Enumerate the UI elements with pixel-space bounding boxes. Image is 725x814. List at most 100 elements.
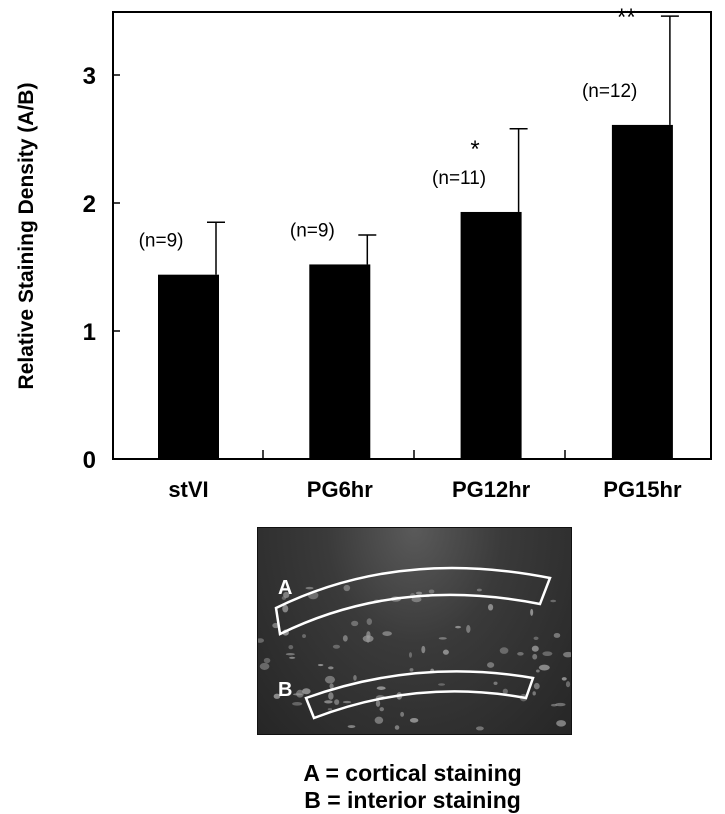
fluorescent-spot xyxy=(324,675,336,684)
bar xyxy=(611,124,673,460)
bar xyxy=(309,264,371,459)
caption-b: B = interior staining xyxy=(304,787,521,813)
bar xyxy=(460,211,522,459)
fluorescent-spot xyxy=(411,596,422,603)
plot-frame xyxy=(112,11,712,460)
inset-regions: A B xyxy=(258,566,571,731)
fluorescent-spot xyxy=(342,635,348,642)
fluorescent-spot xyxy=(493,681,498,685)
fluorescent-spot xyxy=(487,603,494,611)
fluorescent-spot xyxy=(415,591,423,595)
fluorescent-spot xyxy=(438,683,446,686)
fluorescent-spot xyxy=(285,653,295,656)
sample-size-label: (n=9) xyxy=(139,231,184,252)
fluorescent-spot xyxy=(533,636,539,641)
fluorescent-spot xyxy=(487,662,495,668)
fluorescent-spot xyxy=(533,682,540,690)
x-tick-label: stVI xyxy=(168,477,208,502)
inset-photo: A B xyxy=(257,527,572,735)
fluorescent-spot xyxy=(455,625,462,629)
fluorescent-spot xyxy=(273,693,281,699)
fluorescent-spot xyxy=(563,651,571,658)
fluorescent-spot xyxy=(517,652,524,656)
fluorescent-spot xyxy=(428,589,435,594)
fluorescent-spot xyxy=(542,651,553,657)
fluorescent-spot xyxy=(288,656,296,659)
fluorescent-spot xyxy=(351,620,359,627)
fluorescent-spot xyxy=(296,689,304,698)
fluorescent-spot xyxy=(282,604,289,613)
fluorescent-spot xyxy=(343,584,351,592)
bar-chart: 0 1 2 3 stVI (n=9) PG6hr (n=9) PG12hr (n=11) * PG1… xyxy=(15,4,712,502)
fluorescent-spot xyxy=(499,647,509,654)
sample-size-label: (n=9) xyxy=(290,220,335,241)
region-a-outline xyxy=(274,566,552,636)
fluorescent-spot xyxy=(438,637,447,640)
x-tick-label: PG15hr xyxy=(603,477,682,502)
region-a-label: A xyxy=(278,577,292,599)
fluorescent-spot xyxy=(553,632,561,638)
bar xyxy=(158,274,219,459)
y-axis-label: Relative Staining Density (A/B) xyxy=(15,83,38,390)
y-tick-label: 0 xyxy=(83,447,96,474)
y-tick-label: 2 xyxy=(83,191,96,218)
fluorescent-spot xyxy=(536,669,540,673)
fluorescent-spot xyxy=(466,625,471,633)
fluorescent-spot xyxy=(442,649,449,655)
fluorescent-spot xyxy=(394,725,400,730)
fluorescent-spot xyxy=(328,692,334,700)
fluorescent-spot xyxy=(362,635,374,643)
fluorescent-spot xyxy=(400,711,405,717)
significance-marker: * xyxy=(470,136,479,163)
fluorescent-spot xyxy=(327,708,333,711)
fluorescent-spot xyxy=(263,657,271,664)
fluorescent-spot xyxy=(409,668,414,672)
fluorescent-spot xyxy=(258,638,265,643)
fluorescent-spot xyxy=(565,681,571,688)
fluorescent-spot xyxy=(288,644,294,650)
fluorescent-spot xyxy=(475,726,484,731)
fluorescent-spot xyxy=(375,700,381,707)
region-b-label: B xyxy=(278,679,292,701)
fluorescent-spot xyxy=(366,618,373,625)
fluorescent-spot xyxy=(302,688,311,695)
fluorescent-spot xyxy=(408,652,413,658)
fluorescent-spot xyxy=(281,596,287,600)
fluorescent-spot xyxy=(409,717,419,723)
fluorescent-spot xyxy=(532,653,538,660)
fluorescent-spot xyxy=(317,663,324,667)
fluorescent-spot xyxy=(302,634,306,639)
fluorescent-spot xyxy=(561,677,567,681)
fluorescent-spot xyxy=(342,700,352,704)
sample-size-label: (n=11) xyxy=(432,168,486,189)
fluorescent-spot xyxy=(332,644,340,649)
fluorescent-spot xyxy=(555,702,566,707)
fluorescent-spot xyxy=(531,645,539,652)
fluorescent-spot xyxy=(259,662,270,670)
fluorescent-spot xyxy=(327,666,334,670)
fluorescent-spot xyxy=(334,699,340,705)
x-tick-label: PG12hr xyxy=(452,477,531,502)
fluorescent-spot xyxy=(538,664,550,671)
fluorescent-spot xyxy=(421,645,426,654)
fluorescent-spot xyxy=(502,688,508,695)
fluorescent-spot xyxy=(292,702,303,706)
fluorescent-spot xyxy=(374,716,384,724)
y-tick-label: 3 xyxy=(83,63,96,90)
fluorescent-spot xyxy=(550,599,557,603)
fluorescent-spot xyxy=(324,700,333,704)
fluorescent-spot xyxy=(379,707,384,712)
sample-size-label: (n=12) xyxy=(582,81,637,102)
fluorescent-spot xyxy=(329,683,334,689)
fluorescent-spot xyxy=(305,586,314,590)
fluorescent-spot xyxy=(556,720,567,727)
caption-a: A = cortical staining xyxy=(303,760,522,786)
fluorescent-spot xyxy=(532,691,536,696)
significance-marker: ** xyxy=(617,4,636,31)
fluorescent-spot xyxy=(530,608,534,616)
fluorescent-spot xyxy=(376,686,386,690)
fluorescent-spot xyxy=(353,674,357,681)
y-tick-label: 1 xyxy=(83,319,96,346)
fluorescent-spot xyxy=(382,631,392,636)
